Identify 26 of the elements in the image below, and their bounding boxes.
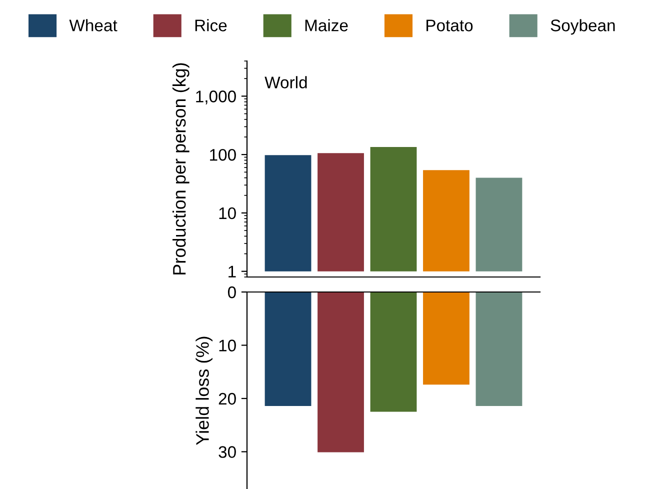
bar (318, 292, 364, 452)
y-tick-label: 30 (218, 446, 236, 458)
legend-label: Soybean (550, 19, 615, 35)
bar (370, 292, 417, 412)
y-tick-label: 10 (219, 207, 236, 220)
legend-label: Rice (195, 19, 227, 32)
annotation: World (264, 76, 307, 88)
y-tick-label: 10 (219, 340, 236, 352)
y-tick-label: 100 (210, 148, 236, 161)
bar (264, 292, 312, 406)
bar (423, 170, 470, 272)
y-tick-label: 20 (218, 392, 236, 405)
y-axis-title: Production per person (kg) (172, 63, 190, 274)
bar (476, 292, 522, 406)
y-tick-label: 0 (228, 286, 236, 298)
y-tick-label: 1,000 (196, 90, 236, 104)
legend-label: Potato (426, 20, 473, 32)
y-tick-label: 1 (228, 266, 236, 278)
y-axis-title: Yield loss (%) (196, 336, 212, 445)
legend-label: Maize (305, 19, 348, 32)
legend-label: Wheat (69, 19, 118, 32)
bar (476, 178, 522, 272)
bar (370, 146, 417, 272)
bar (423, 292, 470, 385)
bar (264, 155, 312, 272)
bar (318, 153, 364, 272)
